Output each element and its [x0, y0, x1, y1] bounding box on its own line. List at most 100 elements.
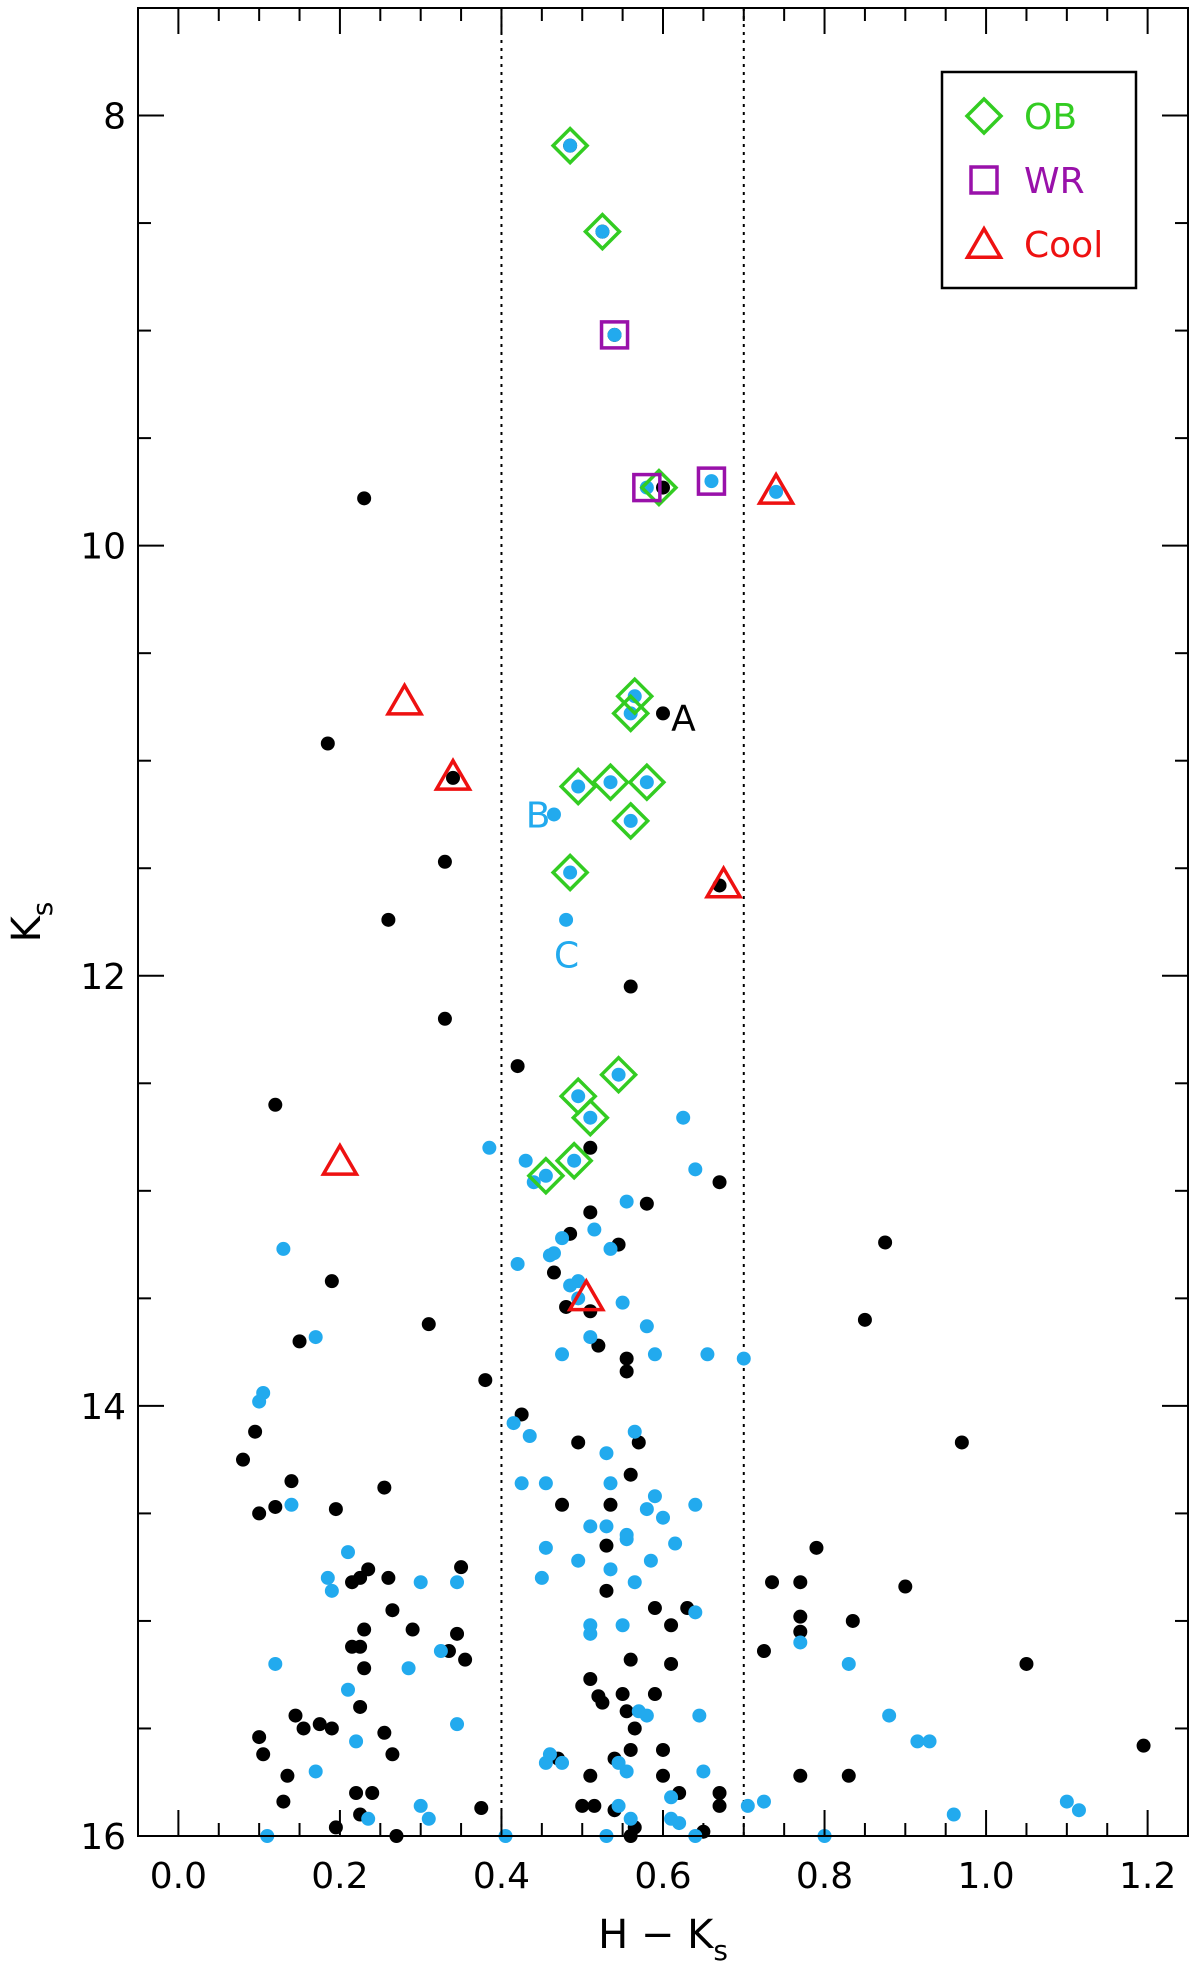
black-data-point: [268, 1097, 283, 1112]
x-tick-label: 1.0: [957, 1856, 1014, 1897]
blue-data-point: [595, 224, 610, 239]
black-data-point: [236, 1452, 250, 1467]
wr-square-marker: [632, 472, 662, 503]
blue-data-point: [268, 1656, 283, 1671]
reference-lines: [500, 8, 745, 1836]
blue-data-point: [555, 1231, 570, 1246]
black-data-point: [583, 1205, 598, 1220]
blue-data-point: [555, 1347, 570, 1362]
black-data-point: [857, 1312, 872, 1327]
black-data-point: [793, 1768, 808, 1783]
black-data-point: [623, 1652, 638, 1667]
black-points-series: [236, 138, 1151, 1843]
blue-data-point: [627, 1575, 642, 1590]
black-data-point: [954, 1435, 969, 1450]
black-data-point: [639, 1196, 654, 1211]
cool-triangle-marker: [433, 757, 473, 791]
black-data-point: [248, 1424, 263, 1439]
blue-data-point: [692, 1708, 707, 1723]
plot-frame: [137, 7, 1189, 1837]
black-data-point: [1136, 1738, 1151, 1753]
black-data-point: [793, 1575, 808, 1590]
black-data-point: [421, 1317, 436, 1332]
blue-data-point: [413, 1575, 428, 1590]
blue-data-point: [611, 1798, 626, 1813]
black-data-point: [583, 1768, 598, 1783]
classification-markers: [320, 126, 796, 1312]
x-tick-label: 0.6: [634, 1856, 691, 1897]
blue-data-point: [450, 1575, 465, 1590]
blue-data-point: [563, 865, 578, 880]
black-data-point: [474, 1801, 489, 1816]
blue-data-point: [639, 1319, 654, 1334]
black-data-point: [712, 1175, 727, 1190]
black-data-point: [437, 1011, 452, 1026]
blue-data-point: [615, 1618, 630, 1633]
blue-data-point: [647, 1347, 662, 1362]
blue-data-point: [688, 1605, 703, 1620]
blue-data-point: [672, 1816, 687, 1831]
black-data-point: [320, 736, 335, 751]
blue-data-point: [583, 1330, 598, 1345]
blue-data-point: [546, 807, 561, 822]
black-data-point: [571, 1435, 586, 1450]
black-data-point: [292, 1334, 307, 1349]
blue-data-point: [696, 1764, 711, 1779]
ob-diamond-marker: [570, 1098, 610, 1138]
blue-data-point: [619, 1194, 634, 1209]
blue-data-point: [922, 1734, 937, 1749]
black-data-point: [619, 1364, 634, 1379]
black-data-point: [656, 1768, 670, 1783]
wr-square-marker: [696, 466, 727, 496]
blue-data-point: [656, 1510, 670, 1525]
black-data-point: [756, 1644, 771, 1659]
x-axis-label: H − Ks: [598, 1912, 728, 1967]
x-tick-label: 0.4: [473, 1856, 530, 1897]
black-data-point: [765, 1575, 780, 1590]
blue-data-point: [647, 1489, 662, 1504]
ob-diamond-marker: [550, 853, 590, 893]
blue-data-point: [567, 1153, 582, 1168]
black-data-point: [357, 1622, 372, 1637]
blue-data-point: [619, 1532, 634, 1547]
black-data-point: [583, 1140, 598, 1155]
blue-data-point: [308, 1330, 323, 1345]
blue-data-point: [571, 1089, 586, 1104]
ob-diamond-marker: [582, 212, 622, 252]
black-data-point: [450, 1626, 465, 1641]
black-data-point: [619, 1351, 634, 1366]
blue-data-point: [522, 1428, 537, 1443]
black-data-point: [353, 1699, 368, 1714]
black-data-point: [357, 491, 372, 506]
black-data-point: [627, 1721, 642, 1736]
ob-diamond-marker: [627, 762, 667, 802]
blue-data-point: [341, 1545, 355, 1560]
blue-data-point: [664, 1790, 679, 1805]
black-data-point: [623, 979, 638, 994]
black-data-point: [458, 1652, 473, 1667]
y-tick-label: 10: [80, 527, 126, 568]
blue-data-point: [284, 1497, 299, 1512]
blue-data-point: [538, 1540, 553, 1555]
blue-data-point: [599, 1446, 614, 1461]
black-data-point: [328, 1502, 343, 1517]
cool-triangle-marker: [320, 1142, 360, 1176]
black-data-point: [385, 1603, 400, 1618]
x-tick-label: 1.2: [1119, 1856, 1176, 1897]
blue-data-point: [643, 1553, 658, 1568]
x-tick-label: 0.0: [150, 1856, 207, 1897]
blue-data-point: [627, 1424, 642, 1439]
blue-data-point: [341, 1682, 355, 1697]
black-data-point: [381, 912, 396, 927]
blue-data-point: [252, 1394, 267, 1409]
ob-diamond-marker: [611, 801, 651, 841]
blue-data-point: [736, 1351, 751, 1366]
cool-triangle-marker: [756, 471, 796, 505]
black-data-point: [288, 1708, 303, 1723]
x-tick-label: 0.8: [796, 1856, 853, 1897]
black-data-point: [647, 1601, 662, 1616]
black-data-point: [599, 1538, 614, 1553]
black-data-point: [631, 1435, 646, 1450]
ob-diamond-marker: [558, 767, 598, 806]
